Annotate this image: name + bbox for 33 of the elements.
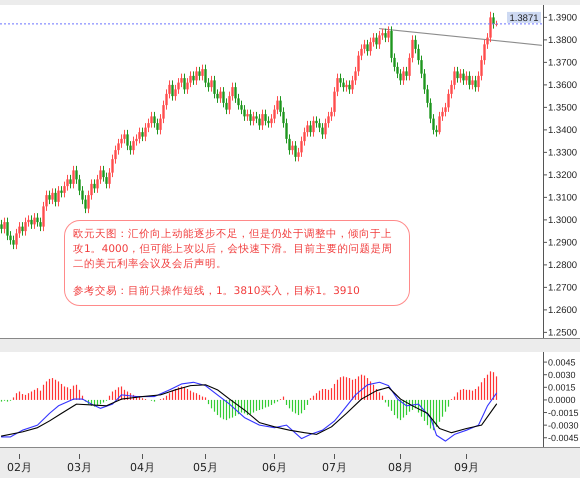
x-tick-label: 09月 [454,461,479,474]
x-tick-label: 07月 [322,461,347,474]
x-tick-label: 03月 [67,461,92,474]
y-tick-label: 1.2600 [548,305,578,316]
y-tick-label: -0.0045 [548,433,579,444]
y-tick-label: 0.0015 [548,382,576,393]
y-tick-label: 1.3600 [548,80,578,92]
y-tick-label: 1.2700 [548,282,578,294]
x-tick-label: 02月 [7,461,32,474]
x-tick-label: 08月 [388,461,413,474]
x-tick-label: 04月 [130,461,155,474]
y-tick-label: 1.3000 [548,215,578,226]
y-tick-label: 1.2900 [548,238,578,249]
y-tick-label: -0.0015 [548,408,579,418]
y-tick-label: 1.2800 [548,260,578,272]
y-tick-label: 1.3200 [548,170,578,182]
ref-line-label: 1.3871 [509,12,539,24]
y-tick-label: 0.0030 [548,370,576,380]
y-tick-label: -0.0030 [548,420,579,430]
y-tick-label: 1.3900 [548,12,578,24]
y-tick-label: 0.0045 [548,357,576,368]
x-tick-label: 06月 [262,461,287,474]
y-tick-label: 1.2500 [548,328,578,339]
y-tick-label: 1.3700 [548,58,578,69]
annotation: 欧元天图：汇价向上动能逐步不足，但是仍处于调整中，倾向于上攻1。4000，但可能上攻以后，会快速下滑。目前主要的问题是周二的美元利率会议及会后声明。 [73,227,394,272]
y-tick-label: 1.3500 [548,102,578,114]
annotation: 参考交易：目前只操作短线，1。3810买入，目标1。3910 [73,284,361,299]
x-tick-label: 05月 [193,461,218,474]
y-tick-label: 1.3400 [548,125,578,136]
y-tick-label: 0.0000 [548,395,576,406]
y-tick-label: 1.3300 [548,148,578,159]
y-tick-label: 1.3800 [548,35,578,46]
y-tick-label: 1.3100 [548,192,578,204]
